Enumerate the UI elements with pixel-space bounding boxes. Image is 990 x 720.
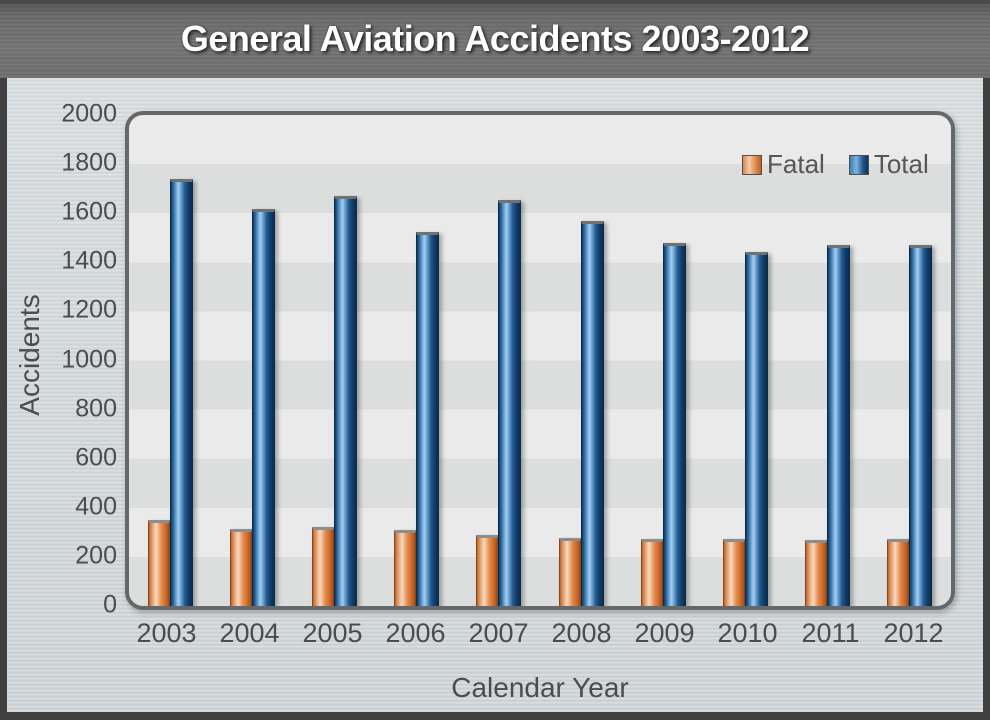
x-tick-label: 2006 [385, 618, 446, 648]
bar-fatal-2012 [887, 539, 910, 606]
bar-fatal-2011 [805, 539, 828, 606]
bar-group-2006 [376, 115, 458, 606]
x-axis-title: Calendar Year [451, 672, 629, 703]
bar-group-2007 [458, 115, 540, 606]
y-tick-label: 0 [103, 590, 117, 619]
bar-total-2012 [909, 244, 933, 606]
bar-total-2004 [251, 209, 275, 606]
bar-group-2004 [211, 115, 293, 606]
bar-fatal-2010 [723, 539, 746, 606]
bar-group-2012 [869, 115, 951, 606]
bar-total-2011 [827, 245, 851, 606]
bar-group-2008 [540, 115, 622, 606]
y-axis-tick-labels: 2000 1800 1600 1400 1200 1000 800 600 400 200 0 [0, 99, 117, 618]
x-tick-label: 2011 [801, 618, 860, 648]
bar-total-2006 [416, 232, 440, 606]
y-tick-label: 400 [75, 492, 117, 521]
bar-fatal-2003 [147, 519, 170, 606]
x-tick-label: 2004 [219, 618, 280, 648]
y-tick-label: 600 [75, 443, 117, 472]
bars-container [129, 115, 951, 606]
x-tick-label: 2007 [468, 618, 529, 648]
bar-fatal-2004 [229, 528, 252, 606]
plot-area [125, 111, 955, 610]
bar-total-2003 [169, 178, 193, 606]
y-tick-label: 1600 [61, 197, 117, 226]
legend: Fatal Total [742, 149, 929, 180]
bar-total-2005 [334, 195, 357, 606]
x-tick-label: 2008 [551, 618, 612, 648]
x-tick-label: 2003 [136, 618, 197, 648]
bar-group-2005 [293, 115, 375, 606]
bar-total-2007 [498, 199, 522, 606]
x-tick-label: 2010 [717, 618, 778, 648]
bar-group-2011 [787, 115, 869, 606]
total-swatch-icon [848, 154, 869, 175]
bar-group-2009 [622, 115, 704, 606]
y-tick-label: 1800 [61, 148, 117, 177]
bar-total-2010 [745, 252, 769, 606]
legend-label-fatal: Fatal [767, 149, 825, 179]
title-band: General Aviation Accidents 2003-2012 [0, 0, 990, 78]
y-tick-label: 1200 [61, 295, 117, 324]
x-tick-label: 2005 [302, 618, 363, 648]
bar-fatal-2006 [394, 530, 417, 606]
bar-group-2010 [704, 115, 786, 606]
x-tick-label: 2012 [883, 618, 944, 648]
y-tick-label: 200 [75, 541, 117, 570]
legend-item-fatal: Fatal [742, 149, 825, 180]
y-tick-label: 2000 [61, 99, 117, 128]
y-tick-label: 1000 [61, 344, 117, 373]
x-axis-tick-labels: 2003 2004 2005 2006 2007 2008 2009 2010 2011 2012 [125, 618, 955, 649]
bar-fatal-2007 [476, 535, 499, 606]
bar-group-2003 [129, 115, 211, 606]
legend-label-total: Total [873, 149, 929, 179]
bar-fatal-2008 [558, 538, 581, 606]
x-tick-label: 2009 [634, 618, 695, 648]
bar-fatal-2005 [312, 527, 334, 606]
y-tick-label: 1400 [61, 246, 117, 275]
bar-total-2009 [662, 242, 686, 606]
bar-total-2008 [580, 220, 604, 606]
y-tick-label: 800 [75, 393, 117, 422]
legend-item-total: Total [848, 149, 929, 180]
chart-title: General Aviation Accidents 2003-2012 [180, 18, 810, 59]
bar-fatal-2009 [640, 538, 663, 606]
fatal-swatch-icon [742, 154, 762, 175]
